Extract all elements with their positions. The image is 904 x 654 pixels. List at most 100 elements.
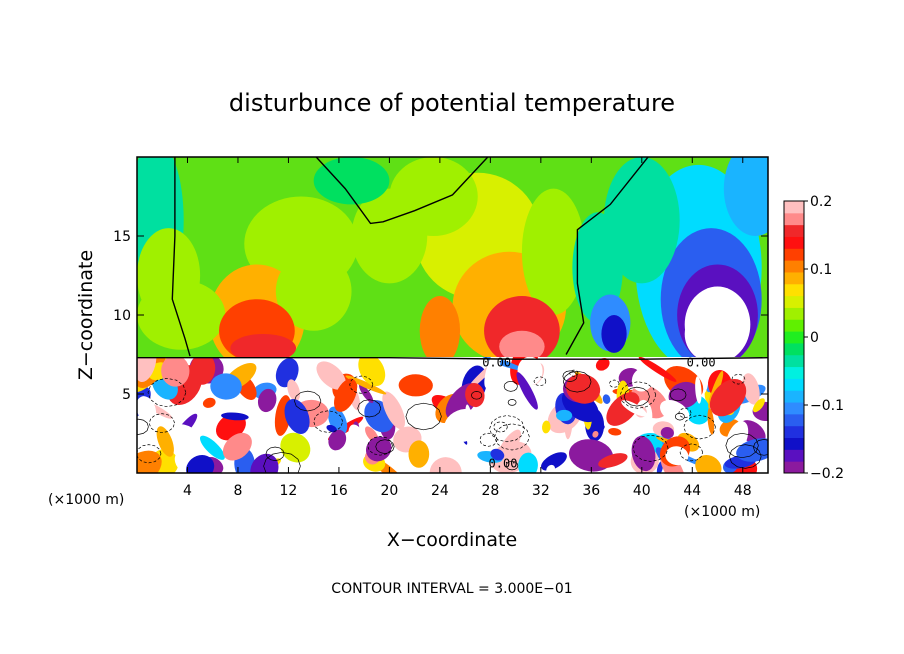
- y-tick-label: 5: [122, 387, 131, 403]
- y-axis-label: Z−coordinate: [75, 250, 97, 380]
- contour-line: [493, 421, 508, 433]
- turbulence-patch: [484, 357, 502, 389]
- turbulence-patch: [186, 455, 215, 473]
- colorbar-tick-label: −0.1: [810, 398, 844, 414]
- colorbar: 0.2 0.1 0 −0.1 −0.2: [783, 194, 844, 482]
- contour-line: [148, 413, 175, 434]
- turbulence-patch: [365, 436, 392, 462]
- contour-interval-note: CONTOUR INTERVAL = 3.000E−01: [331, 581, 572, 597]
- turbulence-patch: [621, 400, 647, 417]
- contour-line: [137, 444, 162, 464]
- colorbar-swatch: [784, 378, 804, 391]
- turbulence-patch: [257, 388, 277, 413]
- contour-line: [294, 390, 322, 412]
- contour-line: [137, 418, 149, 435]
- field-feature: [313, 157, 390, 205]
- colorbar-swatch: [784, 437, 804, 450]
- turbulence-patch: [660, 427, 674, 439]
- contour-zero-line: [171, 157, 191, 357]
- turbulence-patch: [280, 432, 311, 463]
- turbulence-patch: [408, 440, 430, 468]
- field-feature: [230, 333, 297, 357]
- colorbar-swatch: [784, 236, 804, 249]
- colorbar-swatch: [784, 201, 804, 214]
- turbulence-patch: [606, 392, 640, 426]
- turbulence-patch: [199, 435, 225, 460]
- turbulence-patch: [752, 398, 765, 413]
- turbulence-patch: [659, 399, 690, 424]
- y-tick-label: 10: [113, 308, 131, 324]
- colorbar-swatch: [784, 449, 804, 462]
- x-tick-label: 4: [183, 483, 192, 499]
- contour-line: [147, 377, 187, 408]
- turbulence-patch: [210, 373, 242, 400]
- x-axis-label: X−coordinate: [387, 529, 517, 551]
- colorbar-swatch: [784, 413, 804, 427]
- contour-label: 0.00: [687, 355, 716, 369]
- contour-zero-line: [565, 157, 649, 355]
- contour-line: [471, 391, 483, 400]
- turbulence-patch: [593, 423, 605, 431]
- x-tick-label: 32: [532, 483, 550, 499]
- turbulence-patch: [190, 357, 216, 385]
- turbulence-patch: [546, 464, 555, 473]
- turbulence-patch: [707, 408, 715, 435]
- turbulence-patch: [465, 383, 485, 408]
- field-feature: [723, 157, 768, 236]
- contour-line: [569, 369, 579, 377]
- colorbar-swatch: [784, 307, 804, 320]
- y-axis: 5 10 15: [113, 229, 768, 403]
- turbulence-patch: [202, 397, 216, 408]
- colorbar-swatch: [784, 342, 804, 356]
- colorbar-swatch: [784, 283, 804, 297]
- turbulence-patch: [695, 376, 702, 404]
- turbulence-patch: [742, 373, 760, 405]
- turbulence-patch: [602, 394, 611, 404]
- colorbar-swatch: [784, 402, 804, 415]
- turbulence-patch: [137, 396, 157, 423]
- plot-area: [137, 157, 768, 473]
- x-tick-label: 16: [330, 483, 348, 499]
- turbulence-patch: [465, 404, 474, 438]
- x-tick-label: 44: [683, 483, 701, 499]
- contour-line: [623, 386, 650, 407]
- x-tick-label: 40: [633, 483, 651, 499]
- colorbar-swatch: [784, 260, 804, 273]
- turbulence-patch: [518, 452, 538, 473]
- contour-line: [505, 460, 519, 471]
- contour-line: [265, 446, 285, 461]
- contour-line: [494, 423, 530, 451]
- y-tick-label: 15: [113, 229, 131, 245]
- turbulence-patch: [326, 424, 337, 433]
- turbulence-patch: [665, 446, 689, 466]
- turbulence-patch: [222, 432, 252, 461]
- turbulence-patch: [284, 399, 310, 434]
- field-feature: [275, 251, 352, 331]
- turbulence-patch: [592, 430, 599, 438]
- colorbar-swatch: [784, 331, 804, 344]
- turbulence-patch: [382, 391, 406, 430]
- colorbar-tick-label: 0.1: [810, 262, 832, 278]
- contour-line: [489, 415, 525, 443]
- contour-line: [507, 399, 517, 406]
- colorbar-swatch: [784, 425, 804, 439]
- colorbar-swatch: [784, 461, 804, 474]
- turbulence-patch: [359, 383, 374, 404]
- contour-line: [619, 381, 657, 409]
- turbulence-patch: [398, 374, 433, 397]
- contour-line: [753, 439, 768, 456]
- x-tick-label: 8: [233, 483, 242, 499]
- contour-line: [562, 370, 592, 393]
- contour-zero-line: [315, 157, 489, 225]
- contour-zero-line: [137, 357, 768, 360]
- field-feature: [521, 188, 586, 315]
- contour-lines: [137, 157, 768, 473]
- contour-line: [533, 376, 547, 387]
- contour-label: 0.00: [489, 457, 518, 471]
- field-feature: [389, 157, 478, 236]
- contour-line: [367, 436, 393, 456]
- turbulence-patch: [566, 373, 601, 404]
- turbulence-patch: [595, 357, 610, 371]
- contour-line: [357, 399, 382, 418]
- field-feature: [419, 296, 461, 357]
